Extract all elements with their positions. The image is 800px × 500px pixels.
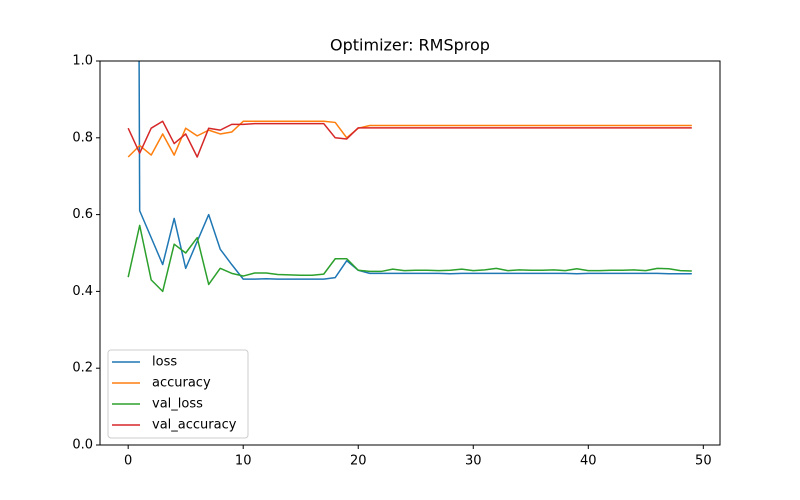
series-line (127, 224, 692, 293)
y-tick-label: 0.8 (72, 130, 93, 145)
x-tick-label: 30 (465, 454, 482, 469)
x-tick-label: 10 (235, 454, 252, 469)
y-tick-label: 1.0 (72, 54, 93, 69)
y-tick-label: 0.0 (72, 438, 93, 453)
x-tick-label: 50 (695, 454, 712, 469)
y-tick-label: 0.2 (72, 361, 93, 376)
legend-box (107, 349, 249, 439)
x-tick-label: 20 (350, 454, 367, 469)
chart-title: Optimizer: RMSprop (330, 36, 490, 55)
legend-label: accuracy (152, 376, 211, 391)
series-line (138, 61, 692, 280)
series-line (127, 120, 692, 158)
legend-label: val_loss (152, 397, 203, 412)
x-tick-label: 0 (124, 454, 132, 469)
plot-area (127, 61, 692, 293)
x-tick-label: 40 (580, 454, 597, 469)
axes-frame (99, 60, 721, 446)
y-tick-label: 0.4 (72, 284, 93, 299)
y-tick-label: 0.6 (72, 207, 93, 222)
legend-label: val_accuracy (152, 418, 237, 433)
series-line (127, 120, 692, 158)
legend-label: loss (152, 355, 177, 370)
